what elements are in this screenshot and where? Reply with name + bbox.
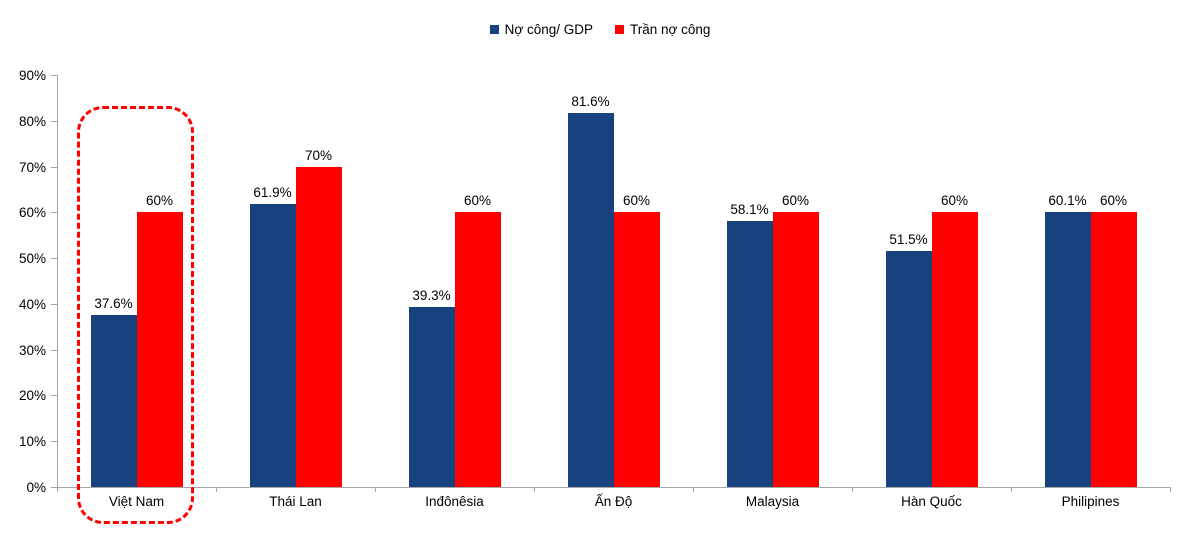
x-axis-tick	[1011, 488, 1012, 492]
bar-no-cong-gdp	[249, 203, 296, 487]
bar-value-label: 60%	[1099, 193, 1128, 209]
y-axis-label: 0%	[26, 480, 46, 495]
x-axis-tick	[693, 488, 694, 492]
category-label: Thái Lan	[269, 494, 322, 509]
bar-tran-no-cong	[295, 166, 342, 487]
bar-tran-no-cong	[454, 212, 501, 487]
legend-label: Nợ công/ GDP	[504, 22, 593, 37]
y-axis-tick	[51, 75, 57, 76]
bar-value-label: 60%	[622, 193, 651, 209]
legend-label: Trần nợ công	[629, 22, 711, 37]
y-axis-tick	[51, 212, 57, 214]
legend-item: Nợ công/ GDP	[489, 22, 593, 37]
category-label: Việt Nam	[108, 494, 165, 509]
bar-no-cong-gdp	[90, 314, 137, 487]
bar-no-cong-gdp	[885, 251, 932, 487]
bar-tran-no-cong	[1090, 212, 1137, 487]
plot-area: 37.6% 60% Việt Nam 61.9% 70% Thái Lan 39.3% 60%…	[57, 75, 1170, 509]
bar-no-cong-gdp	[408, 307, 455, 487]
category-label: Hàn Quốc	[901, 494, 962, 509]
bar-value-label: 60%	[145, 193, 174, 209]
y-axis-label: 80%	[18, 113, 46, 129]
x-axis-tick	[57, 488, 58, 492]
bar-value-label: 37.6%	[94, 295, 133, 311]
y-axis-tick	[51, 166, 57, 168]
bar-tran-no-cong	[931, 212, 978, 487]
bar-value-label: 60%	[463, 193, 492, 209]
legend-item: Trần nợ công	[614, 22, 711, 37]
legend-swatch-icon	[489, 25, 499, 34]
category-label: Ấn Độ	[594, 494, 633, 509]
legend: Nợ công/ GDP Trần nợ công	[0, 22, 1200, 37]
x-axis-tick	[216, 488, 217, 492]
y-axis-tick	[51, 303, 57, 305]
y-axis-tick	[51, 258, 57, 260]
category-label: Inđônêsia	[425, 494, 484, 509]
x-axis-tick	[534, 488, 535, 492]
x-axis-line	[57, 487, 1171, 488]
y-axis-label: 10%	[18, 434, 46, 450]
y-axis-label: 90%	[18, 68, 46, 83]
y-axis-tick	[51, 441, 57, 443]
legend-swatch-icon	[614, 25, 624, 34]
bar-value-label: 70%	[304, 147, 333, 163]
bar-no-cong-gdp	[1044, 211, 1091, 487]
bar-tran-no-cong	[136, 212, 183, 487]
bar-tran-no-cong	[772, 212, 819, 487]
bar-value-label: 60.1%	[1048, 192, 1087, 208]
bar-value-label: 51.5%	[889, 232, 928, 248]
x-axis-tick	[375, 488, 376, 492]
x-axis-tick	[852, 488, 853, 492]
x-axis-tick	[1170, 488, 1171, 492]
bar-value-label: 58.1%	[730, 202, 769, 218]
y-axis-tick	[51, 349, 57, 351]
bar-no-cong-gdp	[726, 221, 773, 487]
bar-no-cong-gdp	[567, 113, 614, 487]
bar-value-label: 60%	[781, 193, 810, 209]
bar-value-label: 61.9%	[253, 184, 292, 200]
y-axis-label: 60%	[18, 205, 46, 221]
bar-value-label: 81.6%	[571, 94, 610, 110]
y-axis-tick	[51, 120, 57, 122]
y-axis-label: 40%	[18, 296, 46, 312]
category-label: Malaysia	[745, 494, 800, 509]
y-axis-label: 70%	[18, 159, 46, 175]
bar-value-label: 60%	[940, 193, 969, 209]
y-axis-label: 50%	[18, 251, 46, 267]
y-axis-label: 30%	[18, 342, 46, 358]
y-axis-tick	[51, 487, 57, 488]
bar-tran-no-cong	[613, 212, 660, 487]
bar-value-label: 39.3%	[412, 288, 451, 304]
y-axis-line	[57, 75, 58, 488]
y-axis-label: 20%	[18, 388, 46, 404]
y-axis-tick	[51, 395, 57, 397]
category-label: Philipines	[1061, 494, 1120, 509]
